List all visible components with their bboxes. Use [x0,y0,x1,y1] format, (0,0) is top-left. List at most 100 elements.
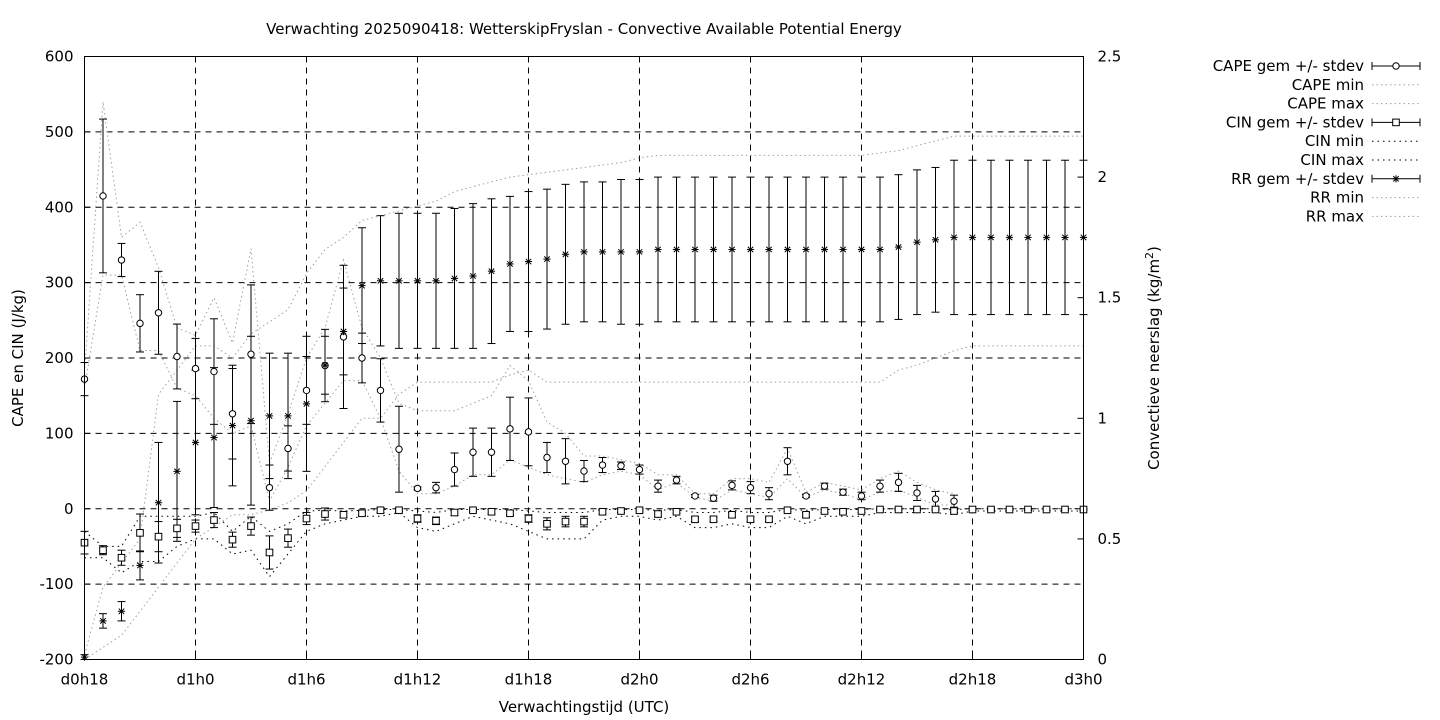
legend-sample-marker-d2 [1392,175,1400,182]
rr-mean-point-d2 [987,234,995,241]
rr-mean-point-d2 [784,246,791,253]
rr-mean-point [857,245,866,254]
rr-mean-point-d2 [932,236,939,243]
rr-mean-point-d2 [488,268,495,275]
rr-mean-point-d2 [266,412,273,419]
legend-label: CIN gem +/- stdev [1226,113,1364,131]
rr-mean-point-d2 [1061,234,1069,241]
cape-mean-point [136,319,144,328]
cape-mean-point [783,457,792,465]
cape-mean-point [580,467,588,475]
cin-mean-point [561,517,570,526]
rr-mean-point [339,327,348,336]
rr-mean-point-d2 [913,239,921,246]
rr-mean-point [691,245,699,254]
rr-mean-point [876,245,884,254]
rr-mean-point-d2 [617,248,625,255]
rr-mean-point-d2 [358,282,366,289]
cin-mean-point [857,507,866,515]
cape-mean-point [469,448,477,456]
cin-mean-point [469,506,477,515]
rr-mean-point-d2 [673,246,680,253]
rr-mean-point-d2 [691,246,699,253]
cin-mean-point [783,506,792,515]
cape-mean-point [506,425,514,433]
rr-mean-point [894,243,903,251]
legend-item-cape-min: CAPE min [1292,76,1420,94]
cin-mean-point [654,510,662,518]
rr-mean-point [265,412,274,420]
cin-mean-point [968,505,977,514]
rr-mean-point-d2 [895,243,902,251]
rr-min-line [84,345,1084,660]
cape-mean-point [395,445,403,453]
cape-mean-point [950,497,958,505]
rr-mean-point [913,238,921,246]
cin-mean-point [709,515,718,524]
rr-mean-point [469,272,477,280]
cape-mean-point [802,492,810,500]
axis-ticks: d0h18 d1h0 d1h6 d1h12 d1h18 d2h0 d2h6 d2h12 d2h1… [39,48,1121,689]
rr-mean-point [598,248,607,256]
x-tick-label: d1h12 [394,671,442,689]
rr-mean-point-d2 [99,617,107,624]
y2-axis-label: Convectieve neerslag (kg/m2) [1143,246,1163,470]
cape-mean-point [117,256,126,264]
rr-mean-point-d2 [525,258,532,265]
chart-title: Verwachting 2025090418: WetterskipFrysla… [266,20,902,38]
rr-mean-point-d2 [173,468,181,475]
y2-tick-label: 2.5 [1098,48,1122,66]
rr-mean-point-d2 [1024,234,1032,241]
y2-label-main: Convectieve neerslag (kg/m [1145,259,1163,470]
rr-mean-point-d2 [599,248,606,255]
cape-min-line [84,274,954,506]
legend-item-rr-max: RR max [1306,207,1420,225]
cin-mean-point [765,515,773,524]
rr-mean-point-d2 [136,562,144,569]
y-tick-label: -100 [39,575,73,593]
x-axis-label: Verwachtingstijd (UTC) [499,698,670,716]
rr-mean-point [1024,233,1032,241]
cape-mean-point [746,483,755,492]
rr-mean-point [672,245,681,254]
cin-mean-point [672,507,681,516]
rr-mean-point-d2 [155,499,162,506]
cape-mean-point [432,483,440,492]
cin-mean-point [543,520,551,528]
cin-mean-point [284,534,292,542]
rr-mean-point [728,245,736,254]
legend-sample-marker [1392,118,1400,127]
legend-item-cape-gem-stdev: CAPE gem +/- stdev [1213,57,1421,75]
rr-mean-point-d2 [728,246,736,253]
rr-mean-point-d2 [284,412,292,419]
cape-mean-point [820,482,829,490]
cape-mean-point [524,428,533,436]
legend-item-cape-max: CAPE max [1287,95,1420,113]
rr-mean-point-d2 [469,272,477,280]
rr-mean-point [580,248,588,256]
legend-item-cin-gem-stdev: CIN gem +/- stdev [1226,113,1421,131]
rr-mean-point [839,245,847,254]
legend-label: CIN max [1300,151,1364,169]
cape-mean-point [302,386,311,395]
cape-mean-point [99,192,107,200]
grid-layer [84,56,1084,660]
cin-mean-point [487,507,496,516]
legend-item-cin-max: CIN max [1300,151,1420,169]
rr-mean-point [284,412,292,420]
cin-mean-point [691,515,699,524]
cin-mean-point [413,514,422,523]
legend-label: CIN min [1305,132,1364,150]
cape-mean-point [709,494,718,502]
x-tick-label: d2h18 [949,671,997,689]
rr-mean-point-d2 [969,234,976,241]
rr-mean-point [302,400,311,408]
cin-mean-point [524,514,533,523]
rr-mean-point-d2 [950,234,958,241]
rr-mean-point [487,267,496,275]
y-axis-label: CAPE en CIN (J/kg) [9,289,27,427]
y2-label-sup: 2 [1143,252,1156,259]
x-tick-label: d2h12 [838,671,886,689]
cape-mean-point [173,352,181,361]
cape-mean-point [413,484,422,493]
